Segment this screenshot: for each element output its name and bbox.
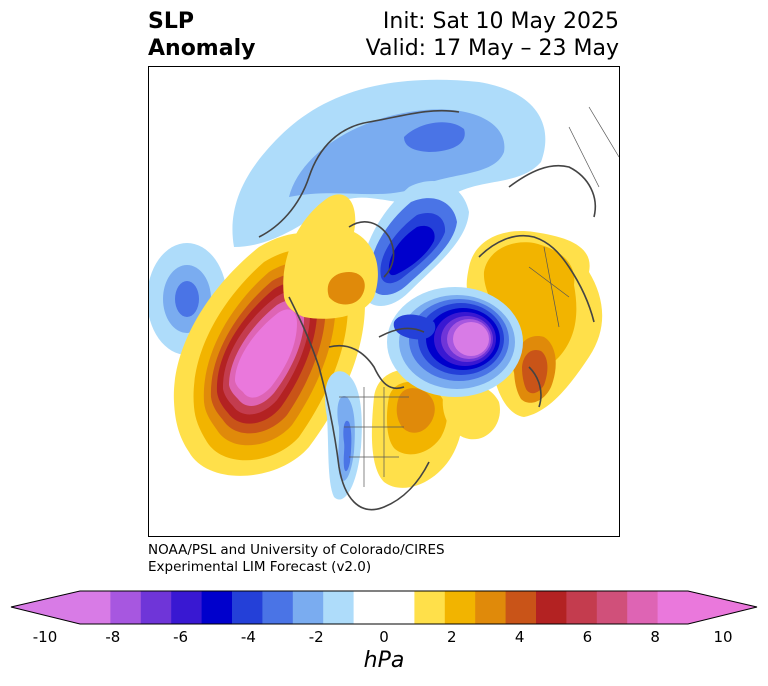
colorbar-tick-label: 0 [379,628,389,646]
map-title: SLP Anomaly [148,8,255,62]
credit-text: NOAA/PSL and University of Colorado/CIRE… [148,542,445,576]
init-date: Init: Sat 10 May 2025 [382,9,619,34]
colorbar-outline [10,590,758,625]
colorbar-segment [414,591,446,624]
colorbar-tick-label: 8 [650,628,660,646]
anomaly-west-pacific-low [149,243,227,355]
date-info: Init: Sat 10 May 2025 Valid: 17 May – 23… [366,8,619,62]
anomaly-western-canada-high [283,194,378,319]
anomaly-europe-high [442,231,603,440]
colorbar-segment [353,591,385,624]
colorbar-tick-label: -10 [32,628,58,646]
anomaly-atlantic-low [387,287,523,397]
colorbar-segment [627,591,659,624]
colorbar-tick-label: 10 [713,628,733,646]
colorbar-segment [475,591,507,624]
colorbar-tick-label: 4 [514,628,525,646]
colorbar-tick-label: -2 [308,628,324,646]
colorbar-segment [232,591,263,624]
colorbar-segment [80,591,111,624]
colorbar-segment [140,591,172,624]
colorbar-segment [262,591,294,624]
colorbar-segment [323,591,355,624]
colorbar-segment [110,591,142,624]
slp-anomaly-map [148,66,620,537]
anomaly-siberian-low [361,181,469,307]
colorbar [10,590,758,625]
colorbar-segment [444,591,476,624]
colorbar-segment [505,591,537,624]
colorbar-segment [292,591,324,624]
colorbar-tick-label: -8 [105,628,121,646]
colorbar-segments [11,591,757,624]
colorbar-segment [384,591,415,624]
title-line-2: Anomaly [148,36,256,61]
valid-range: Valid: 17 May – 23 May [365,36,619,61]
anomaly-arctic-low [232,79,546,247]
colorbar-units: hPa [363,648,405,673]
coastlines [258,109,596,511]
anomaly-central-us-low [324,371,362,500]
colorbar-extend-right [688,591,757,624]
map-svg [149,79,619,511]
credit-line-1: NOAA/PSL and University of Colorado/CIRE… [148,542,445,558]
colorbar-tick-label: -4 [240,628,256,646]
colorbar-tick-label: -6 [173,628,189,646]
colorbar-segment [657,591,689,624]
colorbar-tick-label: 2 [447,628,457,646]
title-line-1: SLP [148,9,194,34]
credit-line-2: Experimental LIM Forecast (v2.0) [148,559,372,575]
anomaly-eastern-us-high [371,369,463,488]
colorbar-segment [171,591,203,624]
colorbar-segment [566,591,598,624]
political-borders [339,106,619,487]
colorbar-tick-label: 6 [582,628,593,646]
colorbar-segment [596,591,628,624]
colorbar-segment [536,591,567,624]
colorbar-segment [201,591,233,624]
colorbar-extend-left [11,591,80,624]
